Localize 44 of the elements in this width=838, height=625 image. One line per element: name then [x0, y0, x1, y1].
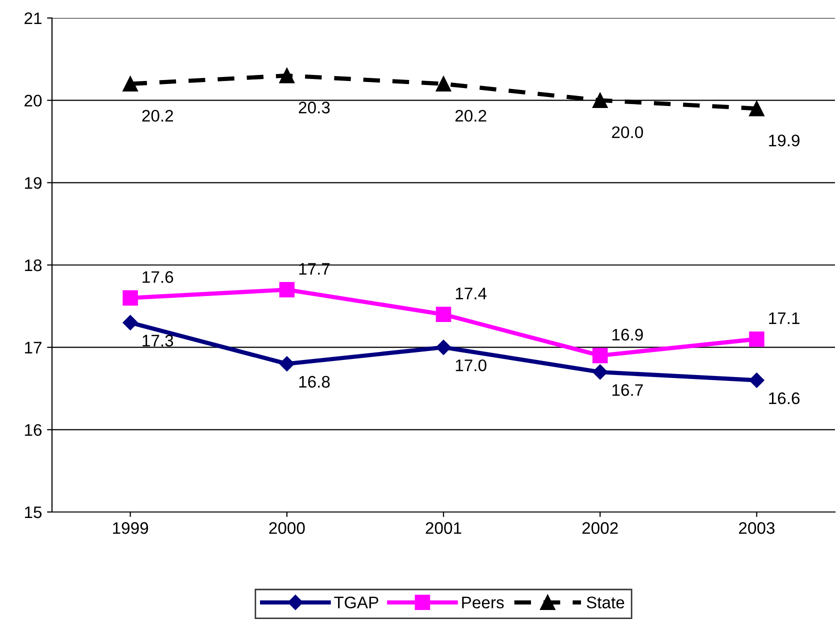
point [592, 364, 608, 380]
legend-label: State [586, 596, 624, 608]
y-tick-label: 19 [25, 177, 42, 189]
point [279, 282, 295, 298]
x-tick-label: 2003 [739, 522, 775, 534]
x-tick-label: 2002 [582, 522, 618, 534]
data-label: 17.3 [142, 334, 174, 347]
point [436, 340, 452, 355]
point [436, 306, 452, 322]
y-tick-label: 15 [25, 506, 42, 518]
data-label: 16.9 [612, 328, 643, 341]
y-tick-label: 18 [25, 259, 42, 272]
data-label: 16.8 [299, 376, 330, 388]
y-tick-label: 17 [25, 342, 42, 354]
point [749, 331, 764, 347]
point [122, 290, 138, 306]
point [749, 372, 764, 388]
y-tick-label: 20 [24, 94, 42, 107]
point [122, 315, 138, 330]
point [279, 356, 294, 372]
point [279, 68, 295, 84]
legend-label: TGAP [334, 596, 378, 608]
x-tick-label: 2001 [426, 522, 462, 534]
data-label: 20.0 [612, 126, 643, 138]
point [592, 348, 608, 364]
x-tick-label: 1999 [113, 522, 148, 534]
y-tick-label: 21 [24, 12, 42, 24]
data-label: 16.6 [769, 392, 800, 404]
point [436, 76, 452, 92]
y-tick-label: 16 [25, 424, 42, 436]
x-tick-label: 2000 [269, 522, 305, 534]
point [122, 76, 138, 92]
data-label: 16.7 [612, 384, 643, 396]
data-label: 17.0 [456, 359, 486, 372]
data-label: 20.3 [298, 102, 330, 114]
data-label: 20.2 [142, 110, 174, 122]
legend-label: Peers [462, 596, 504, 608]
data-label: 17.4 [456, 288, 487, 300]
point [749, 100, 764, 116]
data-label: 17.1 [769, 312, 800, 324]
data-label: 19.9 [769, 134, 800, 146]
data-label: 20.2 [455, 110, 486, 122]
data-label: 17.6 [142, 271, 174, 283]
point [592, 92, 608, 108]
